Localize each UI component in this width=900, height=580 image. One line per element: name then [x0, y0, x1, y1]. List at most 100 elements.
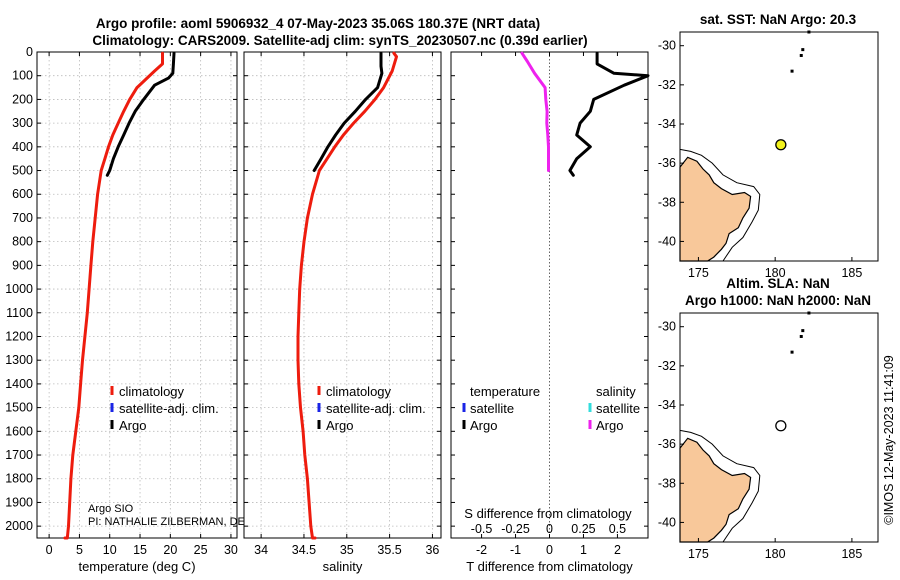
x-axis-label: salinity — [323, 559, 363, 574]
y-tick-label: 1100 — [6, 306, 33, 320]
y-tick-label: 0 — [26, 45, 33, 59]
x-tick-label: 1 — [580, 543, 587, 557]
y-tick-label: 1500 — [5, 401, 33, 415]
legend-label: Argo — [470, 418, 497, 433]
legend-header-salinity: salinity — [596, 384, 636, 399]
y-tick-label: 1400 — [5, 377, 33, 391]
x-tick-label: 2 — [614, 543, 621, 557]
map-y-tick-label: -34 — [658, 398, 676, 412]
x-tick-label: 30 — [224, 543, 238, 557]
map-frame — [679, 31, 879, 262]
x-tick-label: 0 — [46, 543, 53, 557]
x-tick-label: 34 — [254, 543, 268, 557]
x-tick-label: 20 — [163, 543, 177, 557]
credits-line-2: PI: NATHALIE ZILBERMAN, DE — [88, 516, 245, 528]
map-y-tick-label: -30 — [658, 39, 676, 53]
series-line-climatology — [63, 51, 164, 540]
legend-header-temperature: temperature — [470, 384, 540, 399]
bathymetry-contour — [679, 148, 761, 262]
map-title-1: sat. SST: NaN Argo: 20.3 — [700, 12, 857, 27]
island — [801, 48, 805, 52]
map-title-2: Argo h1000: NaN h2000: NaN — [685, 293, 871, 308]
legend-label: satellite-adj. clim. — [326, 401, 426, 416]
map-x-tick-label: 180 — [765, 547, 786, 561]
bathymetry-contour — [679, 429, 761, 543]
map-x-tick-label: 175 — [688, 547, 709, 561]
x-tick-label: 35.5 — [377, 543, 401, 557]
island — [799, 53, 803, 57]
sla-map-panel: Altim. SLA: NaN Argo h1000: NaN h2000: Na… — [658, 276, 879, 561]
y-tick-label: 400 — [12, 140, 33, 154]
series-line-climatology — [296, 51, 398, 540]
y-tick-label: 500 — [12, 164, 33, 178]
map-y-tick-label: -40 — [658, 234, 676, 248]
y-tick-label: 100 — [12, 69, 33, 83]
x-tick-label: -2 — [476, 543, 487, 557]
series-line-t-argo-clim — [568, 51, 650, 177]
island — [790, 69, 794, 73]
map-x-tick-label: 185 — [841, 266, 862, 280]
island — [799, 334, 803, 338]
secondary-x-axis-label: S difference from climatology — [464, 506, 632, 521]
series-line-s-argo-clim — [520, 51, 550, 172]
y-tick-label: 2000 — [5, 519, 33, 533]
legend-label: satellite-adj. clim. — [119, 401, 219, 416]
map-y-tick-label: -36 — [658, 437, 676, 451]
secondary-x-tick-label: 0.5 — [609, 522, 626, 536]
sst-map-panel: sat. SST: NaN Argo: 20.3 175 180 185 -30 -32 -… — [658, 12, 879, 280]
x-tick-label: 25 — [194, 543, 208, 557]
argo-location-marker — [775, 139, 787, 151]
x-tick-label: 10 — [103, 543, 117, 557]
map-y-tick-label: -38 — [658, 195, 676, 209]
axes-frame — [243, 51, 442, 539]
x-tick-label: -1 — [510, 543, 521, 557]
map-y-tick-label: -36 — [658, 156, 676, 170]
axes-frame — [36, 51, 238, 539]
secondary-x-tick-label: -0.5 — [471, 522, 493, 536]
salinity-panel: 34 34.5 35 35.5 36 salinity climatology satelli… — [243, 51, 442, 574]
legend-label: Argo — [326, 418, 353, 433]
series-line-argo — [105, 51, 176, 177]
secondary-x-tick-label: -0.25 — [501, 522, 530, 536]
title-line-2: Climatology: CARS2009. Satellite-adj cli… — [92, 33, 587, 48]
map-title-1: Altim. SLA: NaN — [726, 276, 830, 291]
y-tick-label: 1300 — [5, 353, 33, 367]
legend-label: Argo — [596, 418, 623, 433]
x-tick-label: 35 — [340, 543, 354, 557]
map-x-tick-label: 175 — [688, 266, 709, 280]
argo-location-marker — [775, 420, 787, 432]
island — [790, 350, 794, 354]
x-tick-label: 15 — [133, 543, 147, 557]
map-x-tick-label: 180 — [765, 266, 786, 280]
imos-watermark: ©IMOS 12-May-2023 11:41:09 — [882, 355, 896, 525]
y-tick-label: 1200 — [5, 329, 33, 343]
map-y-tick-label: -40 — [658, 515, 676, 529]
legend-label: climatology — [326, 384, 392, 399]
map-y-tick-label: -38 — [658, 476, 676, 490]
map-y-tick-label: -32 — [658, 78, 676, 92]
y-tick-label: 600 — [12, 187, 33, 201]
x-axis-label: temperature (deg C) — [78, 559, 195, 574]
land-new-zealand — [679, 437, 752, 543]
x-tick-label: 5 — [76, 543, 83, 557]
map-y-tick-label: -34 — [658, 117, 676, 131]
y-tick-label: 200 — [12, 92, 33, 106]
y-tick-label: 1800 — [5, 472, 33, 486]
island — [801, 329, 805, 333]
difference-panel: -2 -1 0 1 2 T difference from climatology S di… — [450, 51, 650, 574]
legend-label: Argo — [119, 418, 146, 433]
x-tick-label: 36 — [425, 543, 439, 557]
y-tick-label: 1900 — [5, 495, 33, 509]
y-tick-label: 700 — [12, 211, 33, 225]
secondary-x-tick-label: 0.25 — [571, 522, 595, 536]
x-axis-label: T difference from climatology — [466, 559, 633, 574]
x-tick-label: 34.5 — [292, 543, 316, 557]
secondary-x-tick-label: 0 — [546, 522, 553, 536]
land-new-zealand — [679, 156, 752, 262]
y-tick-label: 300 — [12, 116, 33, 130]
map-y-tick-label: -32 — [658, 359, 676, 373]
map-y-tick-label: -30 — [658, 320, 676, 334]
legend-label: climatology — [119, 384, 185, 399]
credits-line-1: Argo SIO — [88, 503, 134, 515]
